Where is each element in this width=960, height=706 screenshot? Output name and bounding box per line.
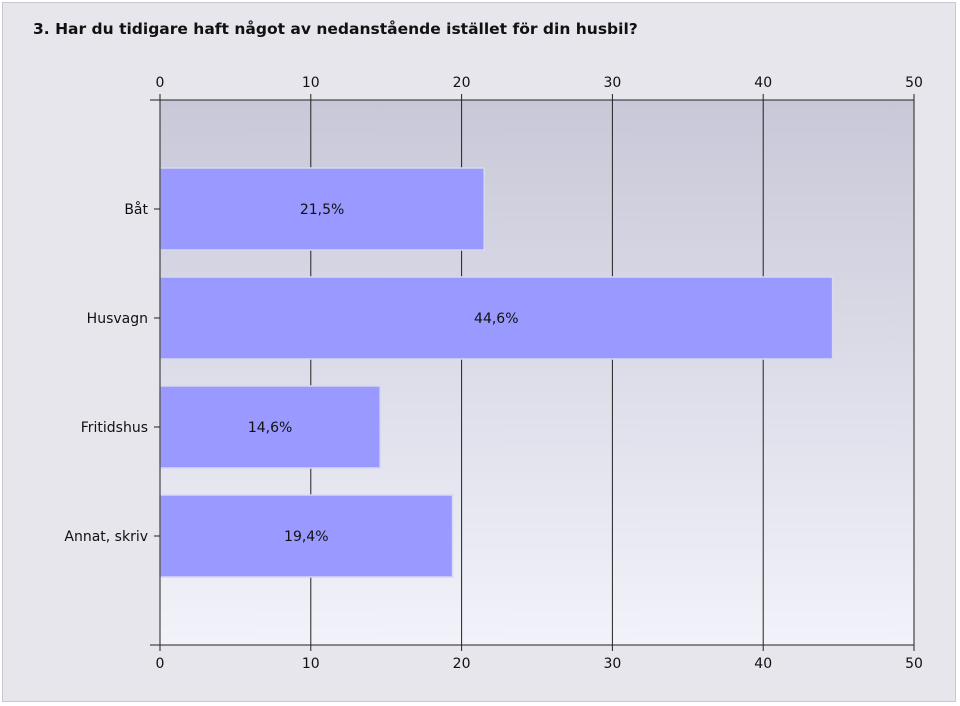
top-tick-label: 10 — [302, 75, 320, 91]
bar-value-label: 14,6% — [248, 420, 292, 436]
bottom-tick-label: 20 — [453, 656, 471, 672]
top-tick-label: 30 — [603, 75, 621, 91]
bar-value-label: 19,4% — [284, 529, 328, 545]
bottom-tick-label: 40 — [754, 656, 772, 672]
axes — [150, 94, 915, 651]
labels: 0 0 10 10 20 20 30 30 40 40 50 50 Båt 21,5% Husvagn 44,… — [64, 75, 923, 672]
bar-value-label: 44,6% — [474, 311, 518, 327]
bars — [159, 167, 834, 578]
bottom-tick-label: 50 — [905, 656, 923, 672]
bottom-tick-label: 30 — [603, 656, 621, 672]
category-label: Husvagn — [87, 311, 148, 327]
top-tick-label: 40 — [754, 75, 772, 91]
category-label: Fritidshus — [81, 420, 148, 436]
question-title: 3. Har du tidigare haft något av nedanst… — [33, 20, 638, 38]
top-tick-label: 0 — [156, 75, 165, 91]
bar-0 — [159, 167, 485, 251]
top-tick-label: 50 — [905, 75, 923, 91]
bottom-tick-label: 10 — [302, 656, 320, 672]
bottom-tick-label: 0 — [156, 656, 165, 672]
top-tick-label: 20 — [453, 75, 471, 91]
bar-1 — [159, 276, 834, 360]
bar-value-label: 21,5% — [300, 202, 344, 218]
bar-3 — [159, 494, 454, 578]
category-label: Båt — [124, 201, 148, 218]
category-label: Annat, skriv — [64, 529, 148, 545]
bar-2 — [159, 385, 381, 469]
